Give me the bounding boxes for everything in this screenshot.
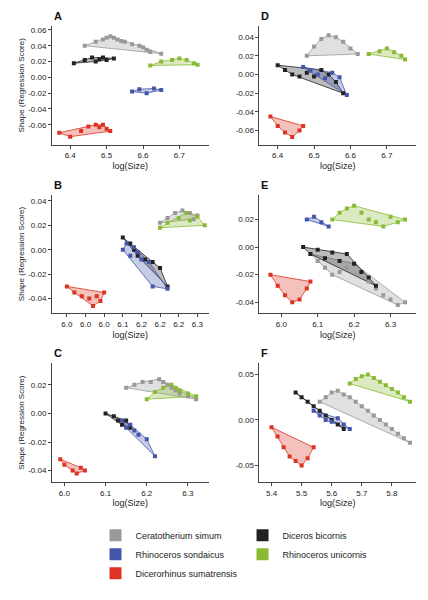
svg-text:Ceratotherium simum: Ceratotherium simum (136, 531, 222, 541)
svg-text:6.0: 6.0 (80, 320, 92, 329)
svg-text:-0.04: -0.04 (236, 108, 255, 117)
svg-text:log(Size): log(Size) (320, 330, 356, 340)
svg-text:6.3: 6.3 (182, 489, 194, 498)
svg-text:6.2: 6.2 (155, 320, 167, 329)
svg-text:log(Size): log(Size) (113, 330, 149, 340)
svg-text:log(Size): log(Size) (113, 498, 149, 508)
svg-text:-0.02: -0.02 (28, 89, 47, 98)
svg-text:E: E (261, 179, 268, 191)
svg-text:Shape (Regression Score): Shape (Regression Score) (17, 38, 26, 133)
svg-text:6.0: 6.0 (99, 320, 111, 329)
svg-text:C: C (54, 347, 62, 359)
svg-text:6.2: 6.2 (173, 320, 185, 329)
svg-text:5.7: 5.7 (356, 489, 368, 498)
svg-text:-0.04: -0.04 (28, 294, 47, 303)
svg-text:5.8: 5.8 (386, 489, 398, 498)
svg-text:6.4: 6.4 (272, 151, 284, 160)
svg-text:Dicerorhinus sumatrensis: Dicerorhinus sumatrensis (136, 569, 238, 579)
svg-text:0.00: 0.00 (31, 246, 47, 255)
svg-text:6.2: 6.2 (136, 320, 148, 329)
svg-text:6.3: 6.3 (192, 320, 204, 329)
svg-text:0.04: 0.04 (31, 42, 47, 51)
svg-text:log(Size): log(Size) (320, 161, 356, 171)
svg-text:log(Size): log(Size) (113, 161, 149, 171)
svg-text:-0.05: -0.05 (236, 461, 255, 470)
svg-text:6.7: 6.7 (381, 151, 393, 160)
svg-text:Shape (Regression Score): Shape (Regression Score) (17, 375, 26, 470)
svg-text:6.6: 6.6 (137, 151, 149, 160)
svg-text:0.00: 0.00 (31, 409, 47, 418)
svg-text:B: B (54, 179, 62, 191)
svg-text:6.4: 6.4 (65, 151, 77, 160)
svg-text:Rhinoceros unicornis: Rhinoceros unicornis (283, 550, 368, 560)
svg-text:5.6: 5.6 (326, 489, 338, 498)
svg-text:-0.04: -0.04 (28, 466, 47, 475)
svg-text:-0.04: -0.04 (28, 105, 47, 114)
svg-text:0.02: 0.02 (31, 221, 47, 230)
svg-text:6.1: 6.1 (117, 320, 129, 329)
svg-text:0.04: 0.04 (238, 33, 254, 42)
svg-text:-0.02: -0.02 (28, 270, 47, 279)
svg-text:-0.06: -0.06 (28, 121, 47, 130)
svg-text:Diceros bicornis: Diceros bicornis (283, 531, 348, 541)
svg-text:D: D (261, 10, 269, 22)
svg-text:Shape (Regression Score): Shape (Regression Score) (17, 207, 26, 302)
svg-text:6.1: 6.1 (100, 489, 112, 498)
svg-text:0.00: 0.00 (238, 70, 254, 79)
svg-text:6.1: 6.1 (312, 320, 324, 329)
svg-text:6.0: 6.0 (276, 320, 288, 329)
svg-text:0.06: 0.06 (31, 26, 47, 35)
svg-text:0.05: 0.05 (238, 370, 254, 379)
svg-text:F: F (261, 347, 268, 359)
svg-text:log(Size): log(Size) (320, 498, 356, 508)
svg-text:-0.02: -0.02 (236, 89, 255, 98)
svg-text:0.04: 0.04 (31, 197, 47, 206)
svg-text:0.00: 0.00 (31, 73, 47, 82)
svg-text:-0.06: -0.06 (236, 126, 255, 135)
svg-text:-0.02: -0.02 (236, 270, 255, 279)
svg-text:6.0: 6.0 (59, 489, 71, 498)
svg-text:6.2: 6.2 (141, 489, 153, 498)
svg-text:0.02: 0.02 (31, 381, 47, 390)
svg-text:6.0: 6.0 (61, 320, 73, 329)
svg-text:0.02: 0.02 (31, 57, 47, 66)
svg-text:-0.02: -0.02 (28, 438, 47, 447)
svg-text:A: A (54, 10, 62, 22)
svg-text:6.7: 6.7 (174, 151, 186, 160)
svg-text:-0.04: -0.04 (236, 298, 255, 307)
svg-text:Rhinoceros sondaicus: Rhinoceros sondaicus (136, 550, 225, 560)
svg-text:5.4: 5.4 (266, 489, 278, 498)
svg-text:0.00: 0.00 (238, 243, 254, 252)
svg-text:0.00: 0.00 (238, 416, 254, 425)
svg-text:0.02: 0.02 (238, 215, 254, 224)
svg-text:6.3: 6.3 (385, 320, 397, 329)
svg-text:5.5: 5.5 (296, 489, 308, 498)
svg-text:0.02: 0.02 (238, 52, 254, 61)
svg-text:6.2: 6.2 (349, 320, 361, 329)
svg-text:6.6: 6.6 (345, 151, 357, 160)
svg-text:6.5: 6.5 (309, 151, 321, 160)
svg-text:6.5: 6.5 (101, 151, 113, 160)
